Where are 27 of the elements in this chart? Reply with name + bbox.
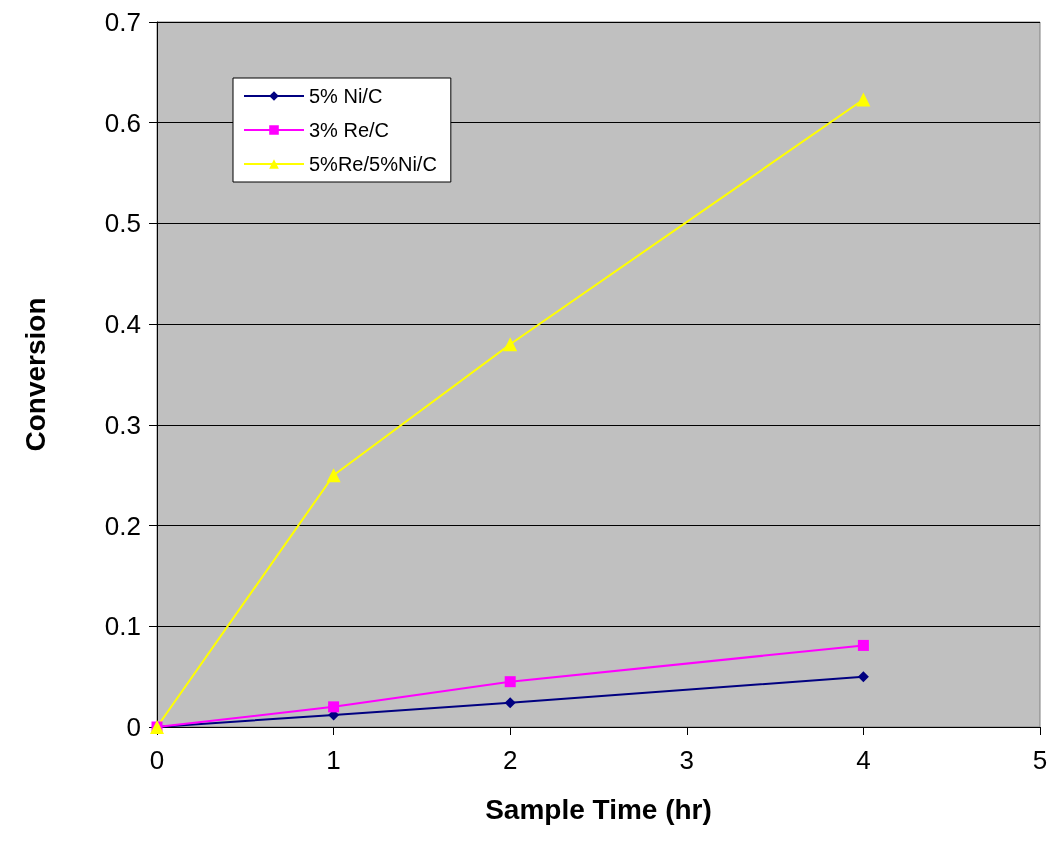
y-tick-label: 0 xyxy=(126,712,141,742)
legend-label: 3% Re/C xyxy=(309,119,390,141)
point xyxy=(504,676,516,688)
y-tick-label: 0.6 xyxy=(104,107,141,138)
point xyxy=(326,468,341,483)
point xyxy=(504,697,516,709)
point xyxy=(857,671,869,683)
y-tick-label: 0.7 xyxy=(104,7,141,37)
x-axis-title: Sample Time (hr) xyxy=(485,793,712,825)
y-tick-label: 0.1 xyxy=(104,611,141,642)
point xyxy=(503,337,518,352)
x-tick-label: 4 xyxy=(856,745,871,775)
point xyxy=(328,701,340,713)
x-tick-label: 1 xyxy=(326,745,341,775)
x-tick-label: 5 xyxy=(1032,745,1048,775)
y-tick-label: 0.3 xyxy=(104,409,141,440)
y-axis-title: Conversion xyxy=(19,297,51,452)
x-tick-label: 0 xyxy=(149,745,165,775)
point xyxy=(856,92,871,107)
legend-label: 5% Ni/C xyxy=(309,85,383,107)
y-tick-label: 0.4 xyxy=(104,309,141,340)
point xyxy=(857,639,869,651)
x-tick-label: 2 xyxy=(502,745,518,775)
legend-label: 5%Re/5%Ni/C xyxy=(309,153,437,175)
y-tick-label: 0.5 xyxy=(104,208,141,239)
y-tick-label: 0.2 xyxy=(104,510,141,541)
x-tick-label: 3 xyxy=(679,745,695,775)
